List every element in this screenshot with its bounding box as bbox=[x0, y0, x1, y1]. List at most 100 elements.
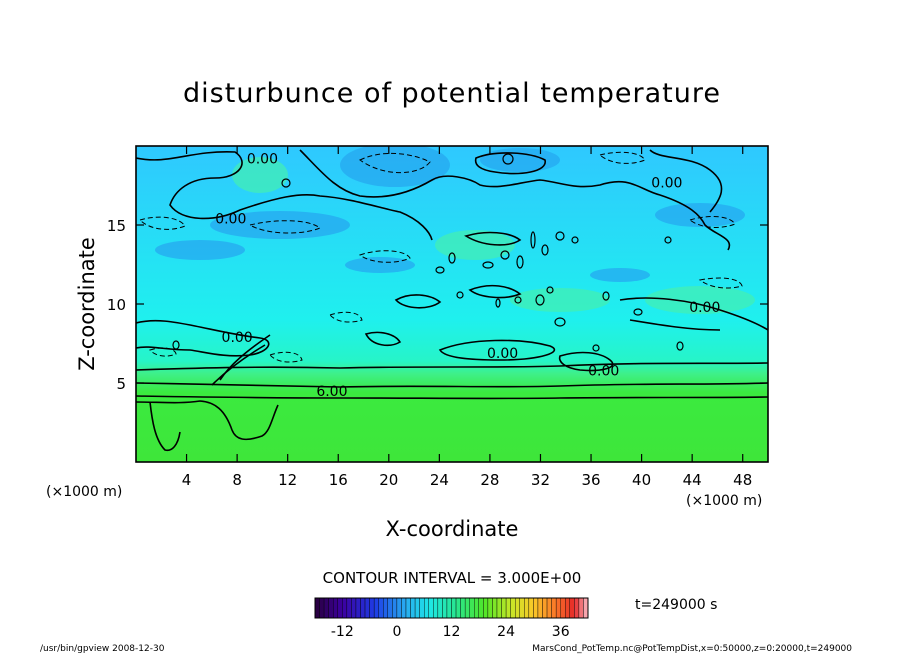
y-tick-label: 5 bbox=[116, 375, 126, 393]
colorbar-cell bbox=[524, 597, 530, 619]
colorbar-cell bbox=[474, 597, 480, 619]
colorbar-cell bbox=[328, 597, 334, 619]
colorbar-cell bbox=[496, 597, 502, 619]
x-axis-title: X-coordinate bbox=[386, 517, 519, 541]
colorbar-cell bbox=[578, 597, 584, 619]
colorbar-cell bbox=[401, 597, 407, 619]
colorbar-cell bbox=[355, 597, 361, 619]
colorbar-cell bbox=[455, 597, 461, 619]
colorbar: -12 0 12 24 36 bbox=[314, 597, 589, 640]
contour-interval-text: CONTOUR INTERVAL = 3.000E+00 bbox=[323, 569, 582, 587]
x-unit-right: (×1000 m) bbox=[686, 493, 762, 509]
x-tick-label: 48 bbox=[733, 471, 752, 489]
colorbar-cells bbox=[314, 597, 589, 619]
colorbar-cell bbox=[565, 597, 571, 619]
colorbar-cell bbox=[351, 597, 357, 619]
colorbar-cell bbox=[369, 597, 375, 619]
colorbar-cell bbox=[460, 597, 466, 619]
colorbar-cell bbox=[446, 597, 452, 619]
colorbar-cell bbox=[378, 597, 384, 619]
colorbar-cell bbox=[469, 597, 475, 619]
colorbar-cell bbox=[574, 597, 580, 619]
colorbar-tick-label: 0 bbox=[392, 624, 401, 640]
y-axis: 5 10 15 bbox=[107, 217, 768, 393]
x-tick-label: 16 bbox=[329, 471, 348, 489]
contour-labels: 0.00 0.00 0.00 0.00 0.00 0.00 0.00 6.00 bbox=[215, 152, 720, 400]
colorbar-cell bbox=[483, 597, 489, 619]
plot-area: 0.00 0.00 0.00 0.00 0.00 0.00 0.00 6.00 bbox=[136, 146, 768, 462]
x-tick-label: 32 bbox=[531, 471, 550, 489]
x-tick-label: 40 bbox=[632, 471, 651, 489]
colorbar-cell bbox=[410, 597, 416, 619]
x-tick-label: 24 bbox=[430, 471, 449, 489]
footer-right: MarsCond_PotTemp.nc@PotTempDist,x=0:5000… bbox=[532, 644, 852, 654]
colorbar-cell bbox=[419, 597, 425, 619]
colorbar-cell bbox=[464, 597, 470, 619]
x-unit-left: (×1000 m) bbox=[46, 484, 122, 500]
colorbar-cell bbox=[314, 597, 320, 619]
contour-label: 0.00 bbox=[588, 363, 619, 379]
colorbar-cell bbox=[492, 597, 498, 619]
colorbar-cell bbox=[319, 597, 325, 619]
colorbar-tick-label: 36 bbox=[552, 624, 570, 640]
colorbar-cell bbox=[364, 597, 370, 619]
colorbar-cell bbox=[333, 597, 338, 619]
colorbar-cell bbox=[396, 597, 402, 619]
contour-label: 0.00 bbox=[247, 152, 278, 168]
colorbar-cell bbox=[478, 597, 484, 619]
colorbar-cell bbox=[387, 597, 393, 619]
y-axis-title: Z-coordinate bbox=[75, 237, 99, 371]
convective-cells bbox=[172, 153, 684, 352]
colorbar-cell bbox=[555, 597, 561, 619]
contour-label: 0.00 bbox=[651, 175, 682, 191]
colorbar-cell bbox=[373, 597, 379, 619]
colorbar-cell bbox=[510, 597, 516, 619]
colorbar-frame bbox=[314, 597, 589, 619]
x-tick-label: 4 bbox=[182, 471, 192, 489]
y-tick-label: 10 bbox=[107, 296, 126, 314]
colorbar-cell bbox=[583, 597, 589, 619]
footer-left: /usr/bin/gpview 2008-12-30 bbox=[40, 644, 165, 654]
contour-label: 6.00 bbox=[316, 384, 347, 400]
colorbar-cell bbox=[437, 597, 443, 619]
colorbar-cell bbox=[542, 597, 548, 619]
colorbar-cell bbox=[505, 597, 511, 619]
negative-contours bbox=[139, 151, 743, 363]
x-tick-label: 12 bbox=[278, 471, 297, 489]
colorbar-ticks: -12 0 12 24 36 bbox=[331, 624, 570, 640]
contour-label: 0.00 bbox=[215, 212, 246, 228]
colorbar-cell bbox=[442, 597, 448, 619]
colorbar-cell bbox=[501, 597, 507, 619]
x-axis: 4 8 12 16 20 24 28 32 36 40 44 48 bbox=[182, 146, 752, 489]
colorbar-cell bbox=[528, 597, 534, 619]
contour-label: 0.00 bbox=[487, 346, 518, 362]
colorbar-cell bbox=[533, 597, 539, 619]
colorbar-cell bbox=[451, 597, 457, 619]
colorbar-tick-label: 12 bbox=[443, 624, 461, 640]
x-tick-label: 8 bbox=[232, 471, 242, 489]
chart-title: disturbunce of potential temperature bbox=[183, 78, 721, 109]
x-tick-label: 20 bbox=[379, 471, 398, 489]
colorbar-cell bbox=[569, 597, 575, 619]
colorbar-cell bbox=[560, 597, 566, 619]
colorbar-cell bbox=[424, 597, 429, 619]
colorbar-cell bbox=[519, 597, 525, 619]
colorbar-cell bbox=[342, 597, 348, 619]
colorbar-cell bbox=[546, 597, 552, 619]
colorbar-tick-label: 24 bbox=[497, 624, 515, 640]
colorbar-cell bbox=[487, 597, 493, 619]
colorbar-cell bbox=[515, 597, 520, 619]
colorbar-cell bbox=[551, 597, 557, 619]
x-tick-label: 28 bbox=[480, 471, 499, 489]
time-text: t=249000 s bbox=[635, 597, 717, 613]
colorbar-cell bbox=[360, 597, 366, 619]
colorbar-cell bbox=[405, 597, 411, 619]
colorbar-cell bbox=[414, 597, 420, 619]
contour-label: 0.00 bbox=[222, 330, 253, 346]
colorbar-cell bbox=[537, 597, 543, 619]
x-tick-label: 44 bbox=[683, 471, 702, 489]
colorbar-cell bbox=[392, 597, 398, 619]
colorbar-tick-label: -12 bbox=[331, 624, 354, 640]
contour-label: 0.00 bbox=[689, 300, 720, 316]
colorbar-cell bbox=[337, 597, 343, 619]
